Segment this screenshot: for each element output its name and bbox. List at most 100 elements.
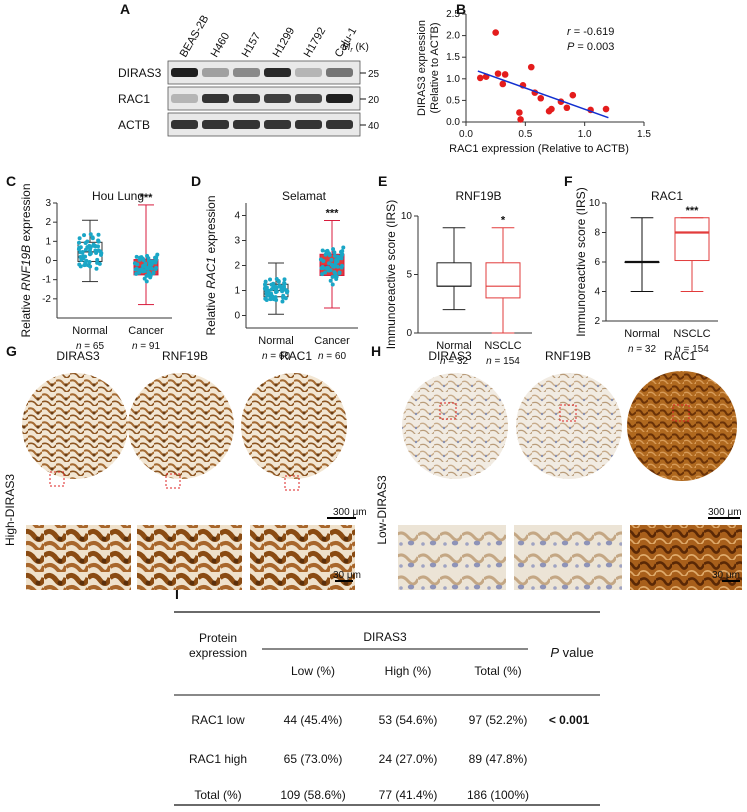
table-cell: 109 (58.6%)	[280, 788, 345, 802]
data-point	[83, 254, 88, 259]
box-plot-e: 0 5 10 RNF19B Immunoreactive score (IRS) Norm…	[384, 189, 532, 367]
ihc-stain-label: DIRAS3	[428, 349, 472, 363]
data-point	[99, 252, 104, 257]
tissue-zoom-image	[514, 525, 622, 590]
scale-bar-label: 300 μm	[708, 507, 742, 518]
data-point	[150, 259, 155, 264]
data-point	[78, 250, 83, 255]
y-tick-label: 2	[45, 217, 51, 228]
data-point	[263, 282, 268, 287]
x-category-label: Normal	[436, 340, 471, 352]
y-tick-label: 2.0	[446, 31, 460, 42]
scatter-point	[494, 70, 502, 77]
y-tick-label: 3	[234, 236, 240, 247]
table-row-label: Total (%)	[194, 788, 241, 802]
data-point	[332, 250, 337, 255]
data-point	[282, 277, 287, 282]
wb-band	[233, 94, 260, 103]
sample-size-label: n = 60	[318, 351, 347, 362]
y-tick-label: 4	[234, 211, 240, 222]
scatter-point	[517, 116, 524, 123]
scatter-point	[492, 29, 499, 36]
ihc-stain-label: RAC1	[664, 349, 696, 363]
data-point	[333, 274, 338, 279]
wb-marker-label: 20	[368, 95, 380, 106]
data-point	[333, 271, 338, 276]
ihc-panel-g: High-DIRAS3 DIRAS3 RNF19B RAC1 300 μm 30…	[3, 349, 367, 590]
data-point	[144, 273, 149, 278]
data-point	[95, 257, 100, 262]
y-tick-label: 3	[45, 198, 51, 209]
data-point	[271, 297, 276, 302]
x-tick-label: 0.5	[518, 129, 532, 140]
significance-marker: ***	[140, 192, 154, 204]
sample-size-label: n = 91	[132, 341, 161, 352]
data-point	[147, 273, 152, 278]
wb-band	[202, 120, 229, 129]
data-point	[274, 289, 279, 294]
tissue-core-image	[241, 373, 347, 479]
data-point	[77, 240, 82, 245]
data-point	[91, 242, 96, 247]
wb-lane-label: H460	[209, 31, 233, 60]
data-point	[96, 232, 101, 237]
data-point	[329, 257, 334, 262]
data-point	[87, 260, 92, 265]
data-point	[78, 254, 83, 259]
significance-marker: ***	[686, 205, 700, 217]
sample-size-label: n = 32	[440, 356, 469, 367]
x-tick-label: 1.5	[637, 129, 651, 140]
scatter-point	[548, 105, 555, 113]
table-column-header: Low (%)	[291, 664, 335, 678]
tissue-core-image	[128, 373, 234, 479]
data-point	[77, 262, 82, 267]
data-point	[135, 262, 140, 267]
data-point	[263, 285, 268, 290]
tissue-core-image	[22, 373, 128, 479]
zoom-region-box	[49, 471, 65, 487]
y-tick-label: 1.0	[446, 74, 460, 85]
scatter-plot-b: 0.0 0.5 1.0 1.5 0.0 0.5 1.0 1.5 2.0 2.5 RAC1 expr…	[416, 9, 651, 155]
wb-marker-label: 25	[368, 69, 380, 80]
scatter-point	[501, 71, 509, 78]
wb-row-label: RAC1	[118, 92, 150, 106]
significance-marker: *	[501, 215, 506, 227]
y-tick-label: 2.5	[446, 9, 460, 20]
wb-band	[233, 68, 260, 77]
wb-band	[171, 120, 198, 129]
ihc-side-label: Low-DIRAS3	[375, 475, 389, 545]
data-point	[327, 253, 332, 258]
wb-band	[202, 94, 229, 103]
zoom-region-box	[672, 404, 690, 422]
data-point	[154, 265, 159, 270]
data-point	[137, 270, 142, 275]
y-tick-label: 10	[401, 211, 413, 222]
box	[485, 262, 521, 299]
data-point	[93, 248, 98, 253]
wb-band	[264, 120, 291, 129]
data-point	[87, 243, 92, 248]
panel-label-f: F	[564, 173, 573, 189]
data-point	[333, 260, 338, 265]
scatter-point	[537, 94, 545, 102]
sample-size-label: n = 60	[262, 351, 291, 362]
regression-line	[477, 70, 609, 119]
y-tick-label: 8	[594, 228, 600, 239]
data-point	[341, 245, 346, 250]
x-axis-label: RAC1 expression (Relative to ACTB)	[449, 143, 629, 155]
data-point	[141, 268, 146, 273]
wb-band	[171, 68, 198, 77]
data-point	[332, 264, 337, 269]
y-tick-label: 1	[234, 286, 240, 297]
data-point	[323, 270, 328, 275]
x-category-label: Cancer	[314, 335, 350, 347]
chart-title: Hou Lung	[92, 189, 144, 203]
wb-marker-label: 40	[368, 121, 380, 132]
table-header-row: Low (%) High (%) Total (%)	[291, 664, 522, 678]
scatter-point	[499, 80, 507, 88]
data-point	[273, 284, 278, 289]
scatter-point	[476, 74, 484, 82]
wb-lane-label: BEAS-2B	[178, 13, 212, 59]
table-header-protein: expression	[189, 646, 247, 660]
wb-band	[295, 120, 322, 129]
